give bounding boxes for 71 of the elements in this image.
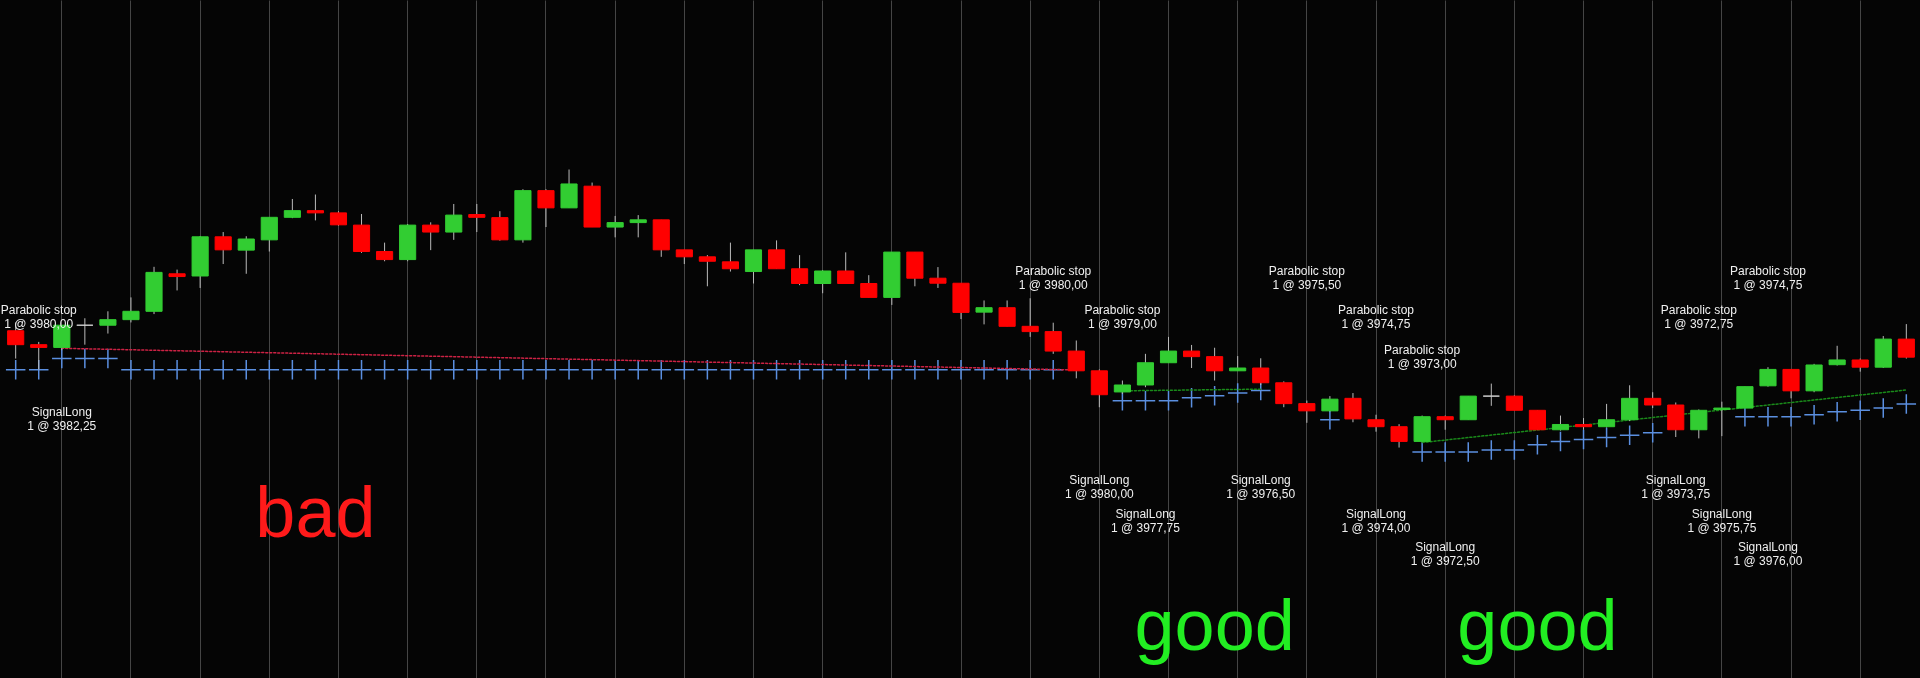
candlestick bbox=[791, 254, 809, 286]
candlestick bbox=[76, 317, 94, 346]
candlestick bbox=[837, 251, 855, 284]
candlestick bbox=[1090, 368, 1108, 408]
candlestick bbox=[537, 188, 555, 228]
candlestick bbox=[1759, 366, 1777, 388]
annotation: SignalLong 1 @ 3982,25 bbox=[27, 404, 97, 433]
candlestick bbox=[1828, 345, 1846, 367]
text: SignalLong 1 @ 3976,00 bbox=[1733, 540, 1803, 569]
candlestick bbox=[1044, 322, 1062, 355]
candlestick bbox=[468, 203, 486, 233]
candlestick bbox=[306, 194, 324, 221]
text: SignalLong 1 @ 3975,75 bbox=[1687, 506, 1757, 535]
candlestick bbox=[237, 235, 255, 275]
candlestick bbox=[214, 231, 232, 265]
candlestick bbox=[929, 266, 947, 289]
text: SignalLong 1 @ 3974,00 bbox=[1341, 506, 1411, 535]
candlestick bbox=[1390, 423, 1408, 449]
candlestick bbox=[1206, 347, 1224, 382]
candlestick bbox=[376, 242, 394, 262]
text: SignalLong 1 @ 3973,75 bbox=[1641, 472, 1711, 501]
text: good bbox=[1134, 585, 1295, 666]
text: good bbox=[1457, 585, 1618, 666]
annotation: Parabolic stop 1 @ 3973,00 bbox=[1384, 342, 1461, 371]
candlestick bbox=[422, 221, 440, 251]
candlestick bbox=[1897, 323, 1915, 360]
annotation: Parabolic stop 1 @ 3974,75 bbox=[1337, 303, 1415, 332]
annotation: Parabolic stop 1 @ 3980,00 bbox=[0, 303, 78, 332]
annotation: Parabolic stop 1 @ 3975,50 bbox=[1268, 263, 1346, 292]
text: SignalLong 1 @ 3980,00 bbox=[1064, 472, 1135, 501]
candlestick bbox=[1067, 340, 1085, 379]
candlestick bbox=[1136, 353, 1155, 388]
candlestick bbox=[1482, 383, 1500, 407]
candlestick bbox=[860, 274, 878, 298]
candlestick bbox=[1298, 400, 1316, 424]
annotation: Parabolic stop 1 @ 3974,75 bbox=[1729, 263, 1807, 292]
annotation: Parabolic stop 1 @ 3980,00 bbox=[1015, 263, 1092, 292]
text: bad bbox=[255, 472, 376, 553]
candlestick bbox=[1782, 368, 1800, 399]
candlestick bbox=[721, 242, 739, 273]
text: SignalLong 1 @ 3972,50 bbox=[1410, 540, 1480, 569]
candlestick bbox=[1621, 384, 1639, 422]
candlestick bbox=[975, 299, 993, 325]
candlestick bbox=[698, 254, 716, 287]
candlestick bbox=[560, 169, 578, 209]
candlestick bbox=[1275, 380, 1293, 408]
candlestick bbox=[1690, 408, 1708, 439]
candlestick bbox=[1528, 409, 1546, 431]
candlestick bbox=[99, 310, 117, 335]
candlestick bbox=[1021, 297, 1039, 338]
annotation: Parabolic stop 1 @ 3979,00 bbox=[1084, 303, 1161, 332]
candlestick bbox=[1459, 395, 1477, 421]
candlestick bbox=[168, 269, 186, 291]
text: SignalLong 1 @ 3977,75 bbox=[1111, 506, 1181, 535]
candlestick bbox=[606, 215, 624, 238]
candlestick bbox=[122, 296, 140, 323]
candlestick bbox=[998, 299, 1016, 327]
candlestick bbox=[491, 210, 509, 242]
candlestick bbox=[767, 239, 786, 270]
candlestick bbox=[1159, 336, 1178, 364]
candlestick bbox=[1183, 344, 1201, 369]
candlestick bbox=[814, 269, 832, 294]
candlestick bbox=[744, 249, 763, 284]
candlestick bbox=[629, 214, 647, 238]
candlestick bbox=[445, 203, 463, 241]
candlestick bbox=[1367, 414, 1385, 433]
candlestick bbox=[1344, 392, 1362, 423]
text: SignalLong 1 @ 3976,50 bbox=[1226, 472, 1296, 501]
candlestick bbox=[1713, 401, 1731, 437]
annotation: Parabolic stop 1 @ 3972,75 bbox=[1660, 303, 1738, 332]
candlestick bbox=[260, 216, 278, 253]
